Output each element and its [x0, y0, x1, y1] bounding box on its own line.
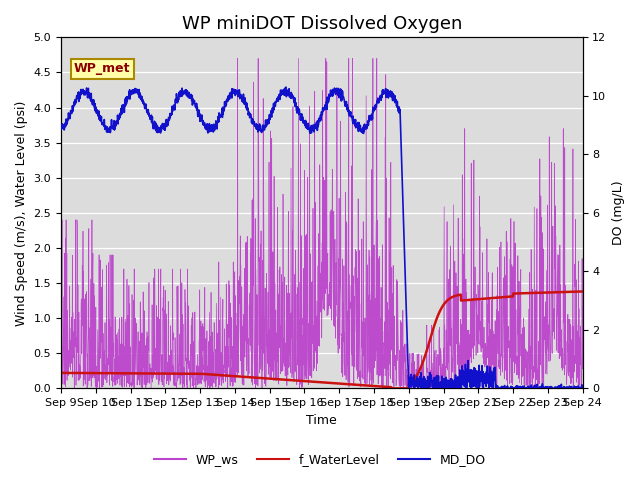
Y-axis label: DO (mg/L): DO (mg/L) — [612, 180, 625, 245]
Title: WP miniDOT Dissolved Oxygen: WP miniDOT Dissolved Oxygen — [182, 15, 462, 33]
Legend: WP_ws, f_WaterLevel, MD_DO: WP_ws, f_WaterLevel, MD_DO — [149, 448, 491, 471]
Y-axis label: Wind Speed (m/s), Water Level (psi): Wind Speed (m/s), Water Level (psi) — [15, 100, 28, 325]
X-axis label: Time: Time — [307, 414, 337, 427]
Text: WP_met: WP_met — [74, 62, 131, 75]
